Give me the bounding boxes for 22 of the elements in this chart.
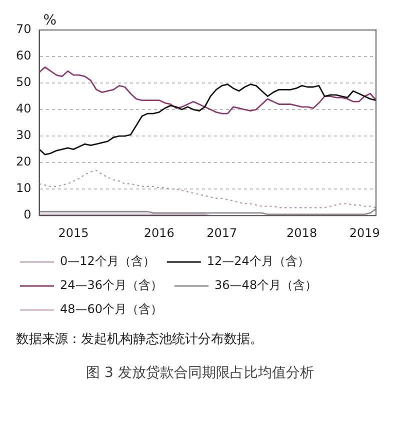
line-series [38, 170, 377, 208]
y-tick-label: 40 [16, 102, 32, 116]
y-tick-label: 0 [24, 208, 32, 222]
y-tick-label: 10 [16, 181, 32, 196]
y-tick-label: 20 [16, 154, 32, 169]
legend-label: 48—60个月（含） [60, 302, 163, 316]
y-axis-title: % [43, 12, 57, 29]
legend-label: 24—36个月（含） [60, 278, 163, 292]
x-tick-label: 2017 [206, 226, 238, 240]
x-tick-label: 2019 [349, 226, 380, 240]
y-tick-label: 60 [16, 48, 32, 63]
y-tick-label: 30 [16, 128, 32, 142]
y-tick-label: 70 [16, 22, 32, 36]
legend-label: 0—12个月（含） [60, 254, 155, 268]
x-tick-label: 2015 [58, 226, 89, 240]
legend-label: 12—24个月（含） [206, 254, 310, 268]
y-tick-label: 50 [16, 75, 32, 90]
legend-label: 36—48个月（含） [214, 278, 318, 292]
text: 图 3 发放贷款合同期限占比均值分析 [85, 364, 315, 382]
x-tick-label: 2018 [286, 226, 318, 240]
x-tick-label: 2016 [144, 226, 174, 240]
source-note: 数据来源：发起机构静态池统计分布数据。 [16, 331, 264, 349]
